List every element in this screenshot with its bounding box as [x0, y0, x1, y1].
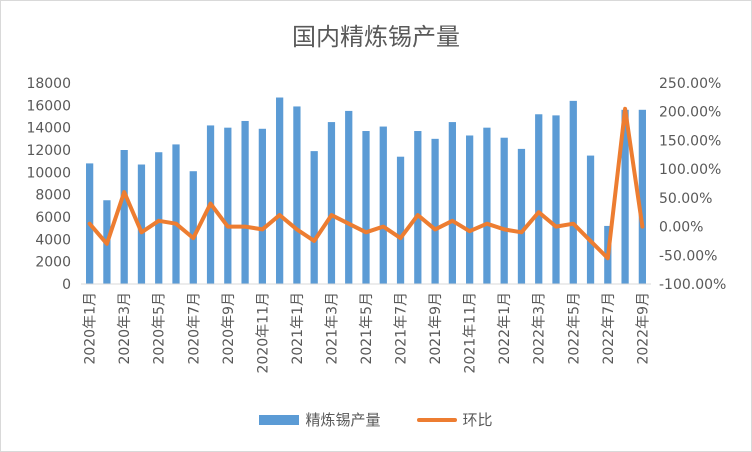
x-tick-label: 2020年3月: [117, 292, 133, 365]
x-tick-label: 2022年1月: [497, 292, 513, 365]
bar: [586, 155, 595, 284]
y2-tick-label: 0.00%: [659, 220, 703, 236]
bar: [120, 150, 128, 284]
bar: [569, 100, 577, 284]
bar: [224, 127, 232, 285]
y-tick-label: 14000: [26, 121, 71, 137]
bar: [396, 156, 405, 284]
bar: [189, 171, 197, 284]
bar: [621, 109, 629, 284]
x-tick-label: 2020年9月: [221, 292, 237, 365]
y-tick-label: 8000: [35, 188, 71, 204]
y-tick-label: 2000: [35, 255, 71, 271]
bar: [345, 110, 353, 285]
x-tick-label: 2022年3月: [532, 292, 548, 365]
y2-tick-label: 50.00%: [659, 191, 712, 207]
y-tick-label: 0: [62, 277, 71, 293]
y2-tick-label: -100.00%: [659, 277, 726, 293]
bar: [137, 164, 146, 284]
y2-tick-label: 250.00%: [659, 76, 721, 92]
bar: [483, 127, 491, 285]
x-tick-label: 2020年11月: [255, 292, 271, 373]
x-tick-label: 2021年5月: [359, 292, 375, 365]
chart-title: 国内精炼锡产量: [292, 23, 460, 51]
y2-tick-label: 200.00%: [659, 105, 721, 121]
bar: [310, 151, 318, 284]
y-tick-label: 16000: [26, 98, 71, 114]
bar: [276, 97, 284, 285]
y-tick-label: 10000: [26, 165, 71, 181]
x-tick-label: 2021年11月: [463, 292, 479, 373]
x-tick-label: 2022年7月: [601, 292, 617, 365]
bar: [172, 144, 180, 284]
bar: [638, 109, 646, 284]
y2-tick-label: 150.00%: [659, 133, 721, 149]
bar: [293, 106, 301, 284]
bar: [500, 137, 508, 284]
legend-item-line: 环比: [416, 409, 493, 430]
y-tick-label: 4000: [35, 232, 71, 248]
x-tick-label: 2021年9月: [428, 292, 444, 365]
bar: [517, 148, 526, 284]
x-tick-label: 2021年7月: [394, 292, 410, 365]
bar: [448, 122, 456, 284]
legend-label-line: 环比: [462, 411, 493, 429]
bar: [362, 131, 370, 284]
bar: [552, 115, 560, 284]
y-tick-label: 12000: [26, 143, 71, 159]
x-tick-label: 2020年7月: [186, 292, 202, 365]
bar: [431, 138, 439, 284]
legend-label-bar: 精炼锡产量: [305, 411, 381, 429]
y2-tick-label: -50.00%: [659, 248, 717, 264]
x-tick-label: 2022年9月: [635, 292, 651, 365]
x-tick-label: 2020年1月: [83, 292, 99, 365]
bar: [535, 114, 543, 285]
y-tick-label: 6000: [35, 210, 71, 226]
legend-item-bar: 精炼锡产量: [259, 409, 381, 430]
x-tick-label: 2021年3月: [325, 292, 341, 365]
bar: [466, 135, 474, 284]
legend-swatch-bar: [259, 414, 300, 425]
bar: [379, 126, 387, 284]
y2-tick-label: 100.00%: [659, 162, 721, 178]
legend-swatch-line: [416, 417, 457, 422]
bar: [414, 131, 422, 284]
bar: [258, 128, 266, 284]
y-tick-label: 18000: [26, 76, 71, 92]
bar: [155, 152, 163, 284]
bar: [327, 122, 336, 284]
series-line-huanbi: [87, 106, 645, 261]
x-tick-label: 2020年5月: [152, 292, 168, 365]
chart-legend: 精炼锡产量 环比: [1, 409, 751, 430]
x-tick-label: 2022年5月: [566, 292, 582, 365]
bar: [241, 120, 249, 284]
x-tick-label: 2021年1月: [290, 292, 306, 365]
